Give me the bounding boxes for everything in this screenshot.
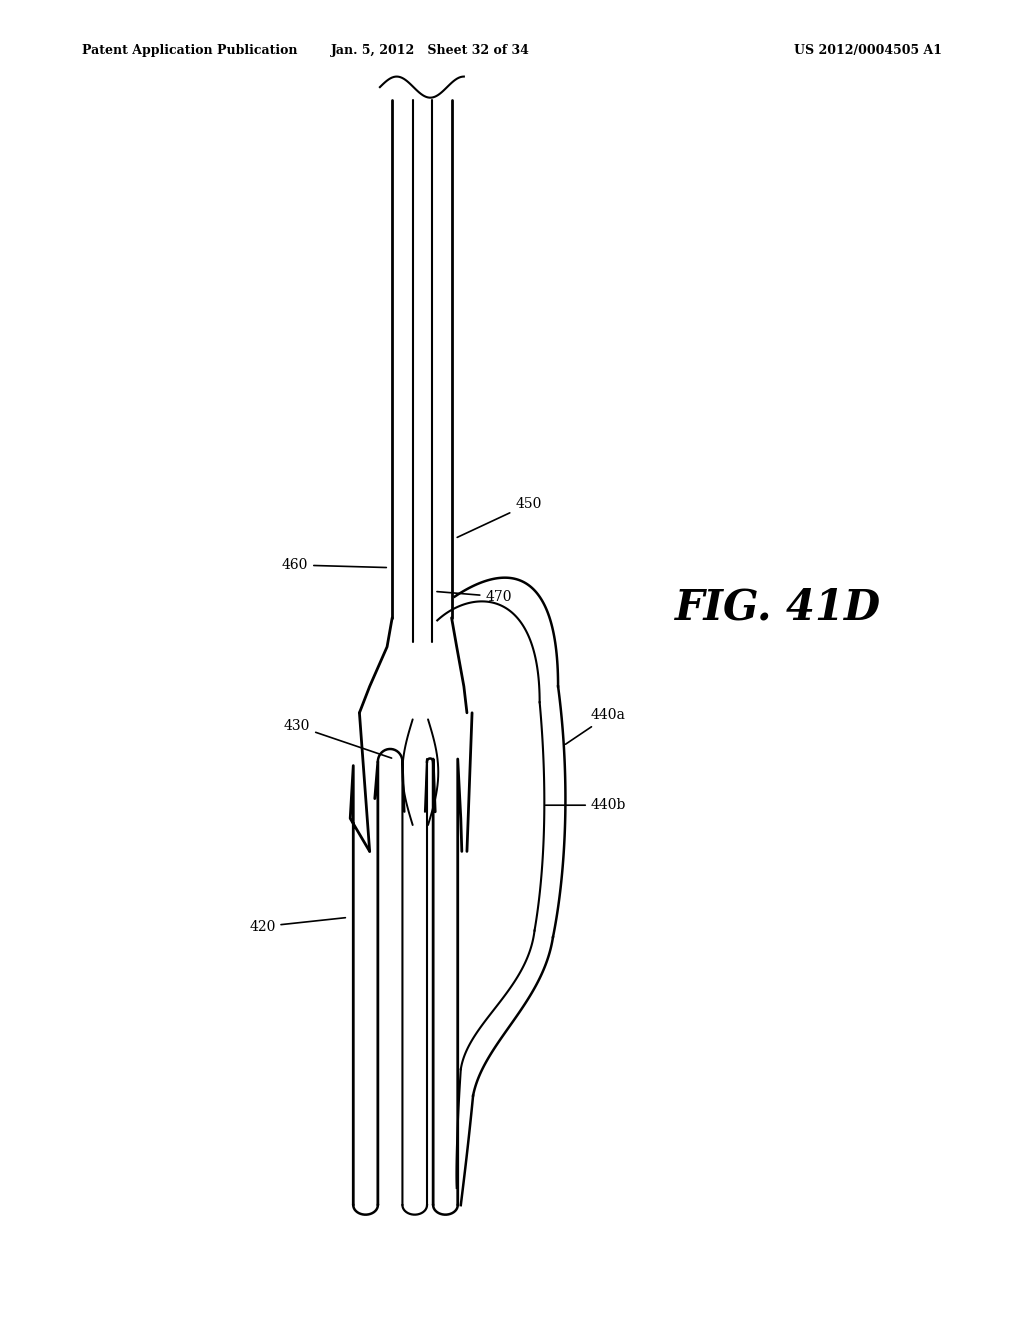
Text: FIG. 41D: FIG. 41D xyxy=(675,586,882,628)
Text: 470: 470 xyxy=(437,590,512,603)
Text: 460: 460 xyxy=(282,558,386,572)
Text: Jan. 5, 2012   Sheet 32 of 34: Jan. 5, 2012 Sheet 32 of 34 xyxy=(331,44,529,57)
Text: 440b: 440b xyxy=(546,799,627,812)
Text: 420: 420 xyxy=(249,917,345,933)
Text: Patent Application Publication: Patent Application Publication xyxy=(82,44,297,57)
Text: 440a: 440a xyxy=(565,709,626,744)
Text: 450: 450 xyxy=(457,498,542,537)
Text: 430: 430 xyxy=(284,719,391,758)
Text: US 2012/0004505 A1: US 2012/0004505 A1 xyxy=(794,44,942,57)
